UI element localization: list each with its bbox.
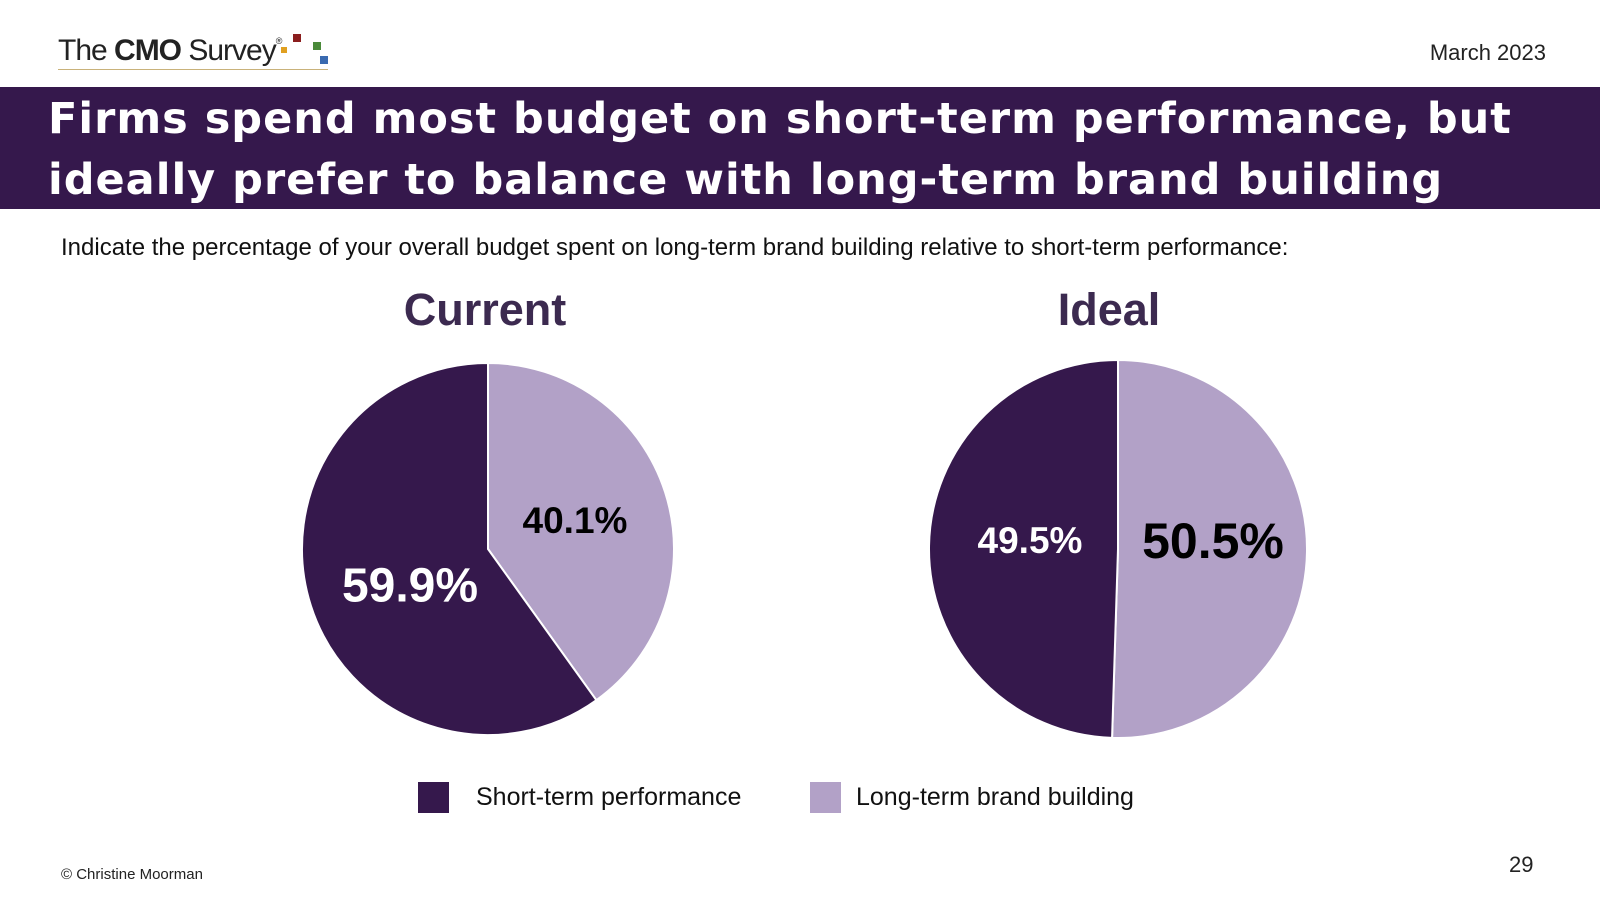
pie-label-ideal-long-term: 50.5% <box>1142 513 1284 569</box>
pie-slice-ideal-long-term <box>1111 358 1308 739</box>
pie-label-current-short-term: 59.9% <box>342 560 478 613</box>
pie-label-ideal-short-term: 49.5% <box>978 520 1083 561</box>
legend-swatch-long-term <box>810 782 841 813</box>
legend-label-long-term: Long-term brand building <box>856 783 1134 811</box>
pie-slice-ideal-short-term <box>928 358 1119 739</box>
logo-suffix: Survey <box>181 34 276 67</box>
current-chart-title: Current <box>403 284 567 335</box>
legend-swatch-short-term <box>418 782 449 813</box>
report-date: March 2023 <box>1429 40 1546 65</box>
cmo-survey-logo: The CMO Survey® <box>58 34 328 74</box>
survey-question: Indicate the percentage of your overall … <box>61 234 1289 261</box>
ideal-chart-title: Ideal <box>1057 284 1161 335</box>
logo-underline <box>58 69 328 70</box>
pie-slice-current-long-term <box>487 361 675 702</box>
ideal-pie: 49.5% 50.5% <box>928 358 1308 739</box>
pie-label-current-long-term: 40.1% <box>523 500 628 541</box>
logo-registered-mark: ® <box>275 36 283 46</box>
logo-brand: CMO <box>114 34 182 67</box>
pie-slice-current-short-term <box>301 361 598 736</box>
logo-wordmark: The CMO Survey® <box>58 34 283 68</box>
legend-label-short-term: Short-term performance <box>476 783 742 811</box>
title-banner <box>0 87 1600 209</box>
current-pie: 59.9% 40.1% <box>301 361 675 736</box>
chart-legend: Short-term performance Long-term brand b… <box>418 782 1218 816</box>
page-number: 29 <box>1509 852 1534 877</box>
logo-dots-icon <box>281 34 393 74</box>
copyright-notice: © Christine Moorman <box>61 866 203 883</box>
logo-prefix: The <box>58 34 115 67</box>
page-title: Firms spend most budget on short-term pe… <box>48 94 1512 205</box>
